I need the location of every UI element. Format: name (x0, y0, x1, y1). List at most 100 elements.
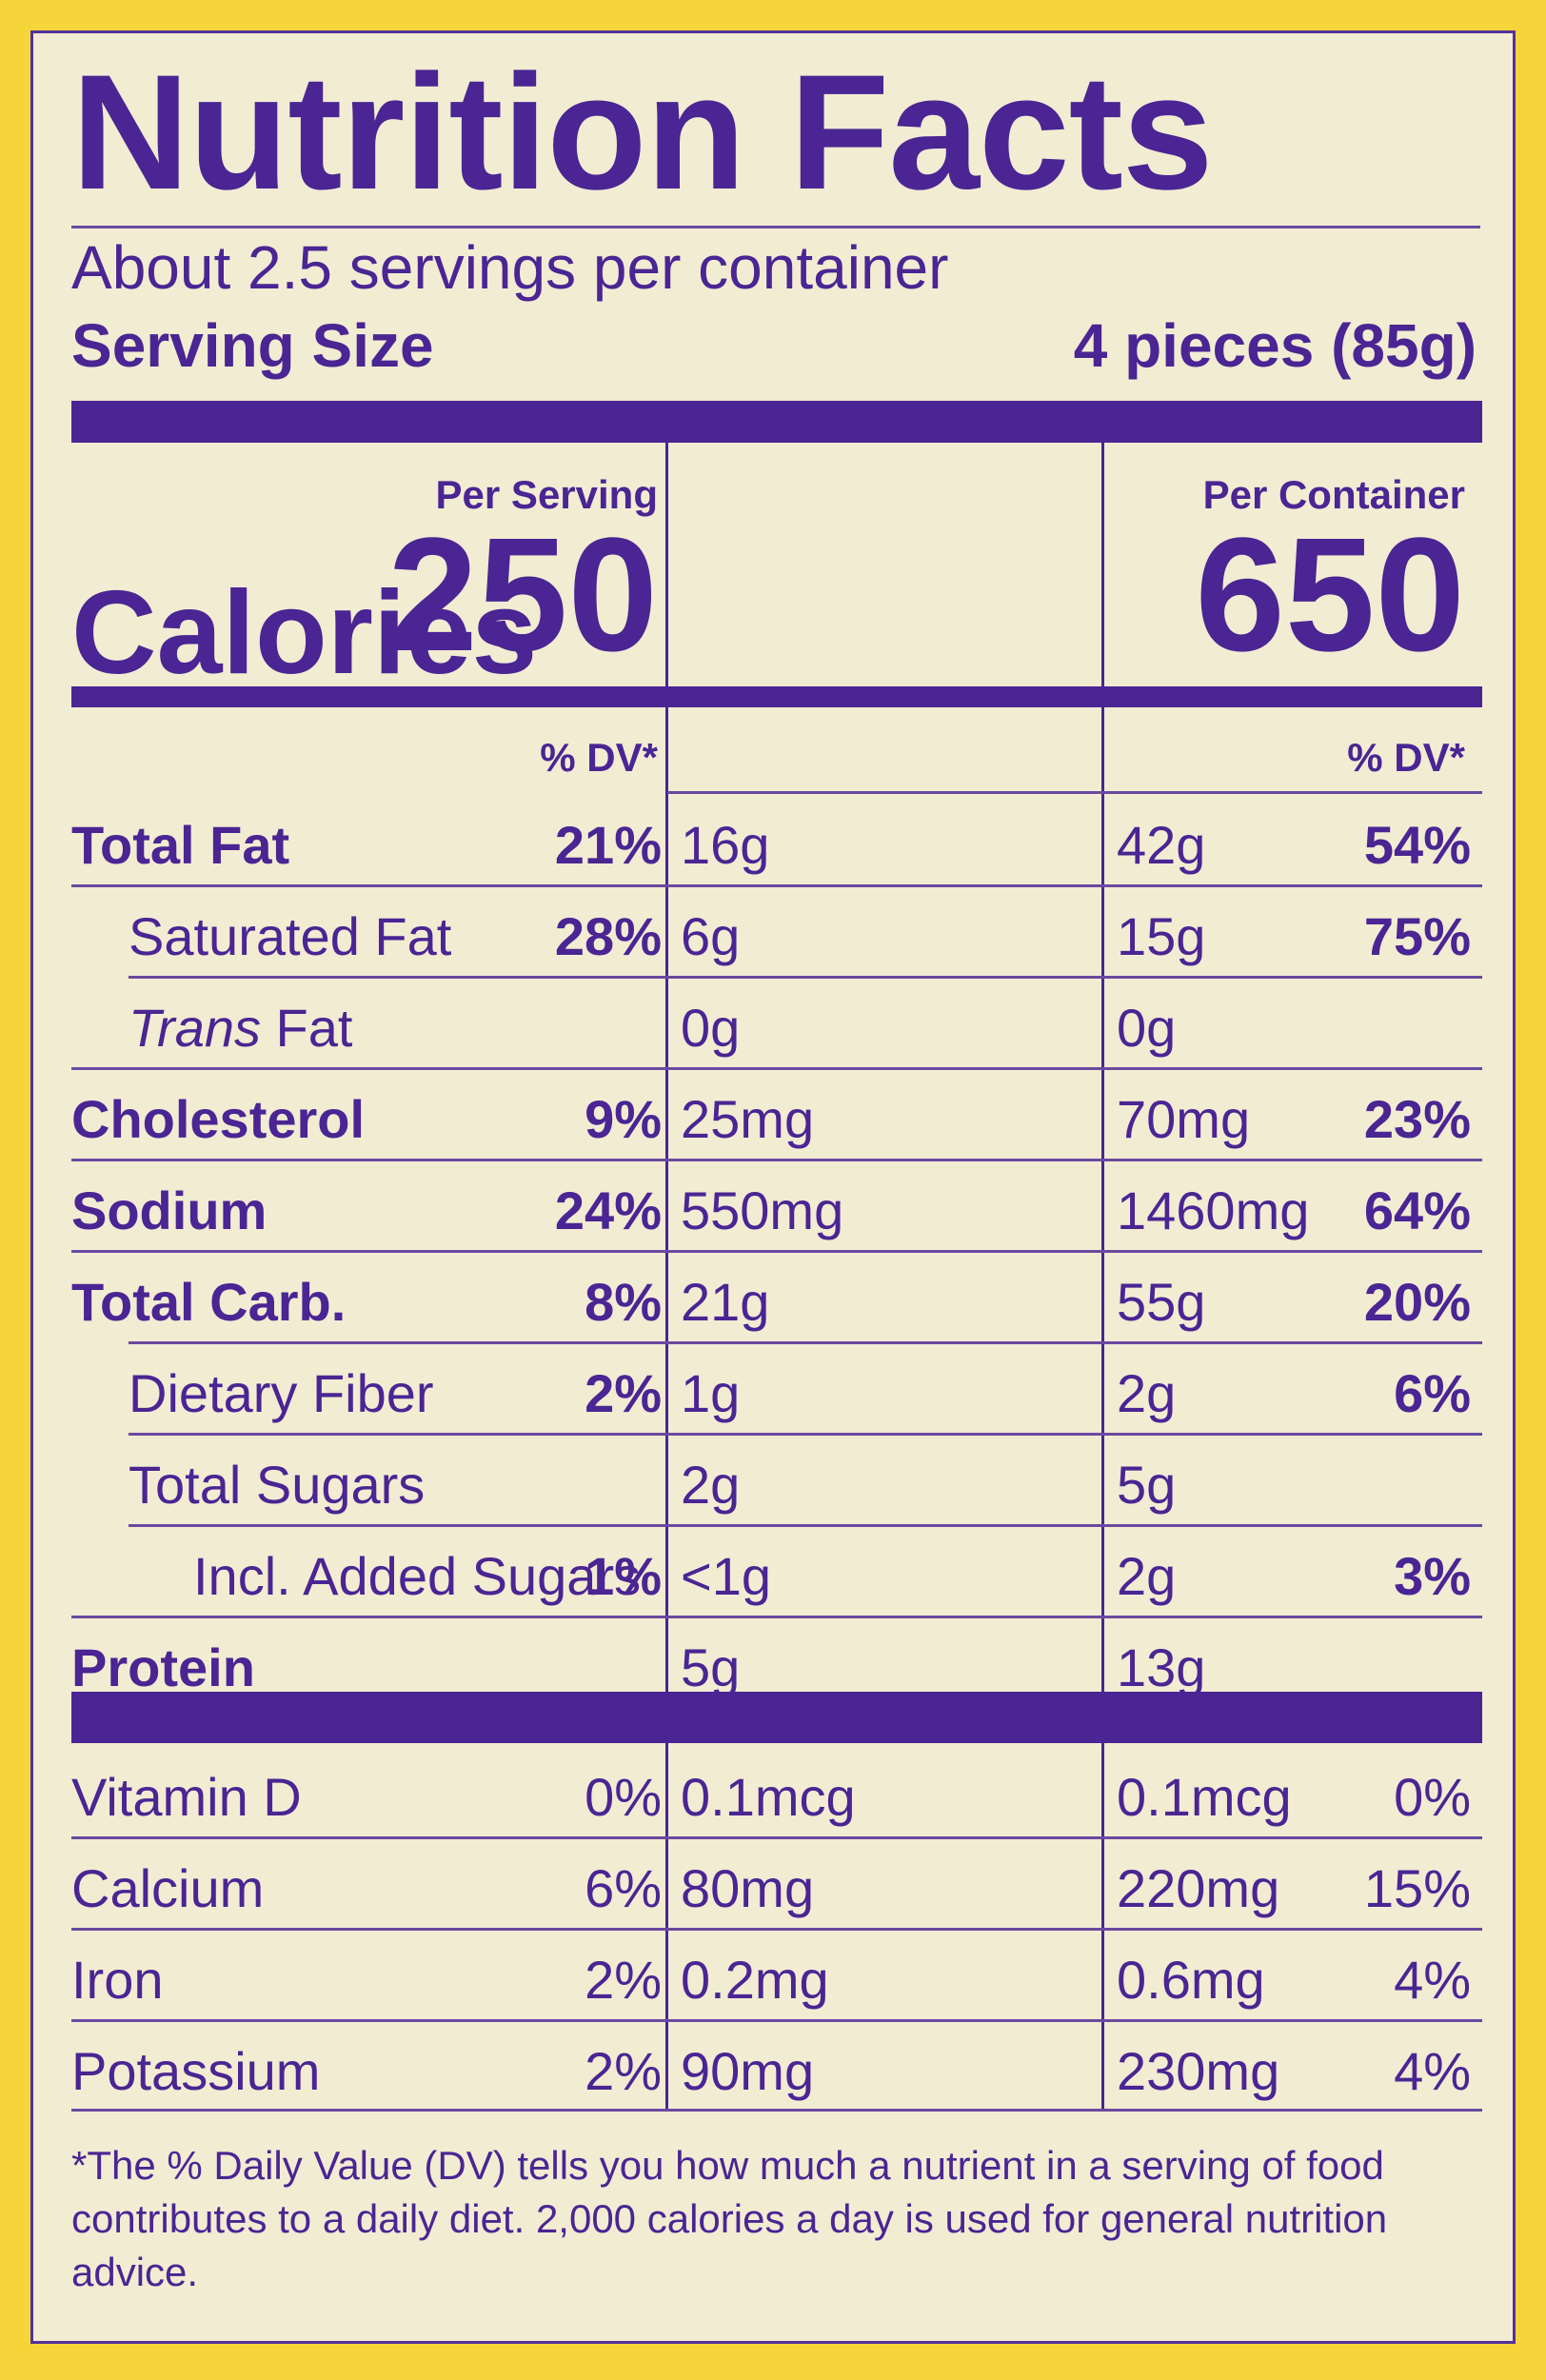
serving-amount: 0.1mcg (681, 1767, 856, 1827)
serving-amount: 5g (681, 1637, 741, 1697)
container-dv: 64% (1363, 1180, 1471, 1240)
calories-per-container: 650 (1195, 505, 1465, 685)
vitamin-row: Calcium 80mg 6% 220mg 15% (33, 1838, 1518, 1930)
nutrient-name: Saturated Fat (129, 906, 452, 966)
nutrient-row: Sodium 550mg 24% 1460mg 64% (33, 1160, 1518, 1252)
container-amount: 0.6mg (1117, 1950, 1265, 2010)
row-divider (71, 1616, 1482, 1618)
serving-dv: 28% (554, 906, 662, 966)
thick-bar-vitamins (71, 1692, 1482, 1743)
nutrient-name: Cholesterol (71, 1089, 366, 1149)
serving-dv: 21% (554, 815, 662, 875)
serving-amount: 2g (681, 1455, 741, 1515)
serving-amount: 0.2mg (681, 1950, 829, 2010)
serving-dv: 8% (585, 1272, 662, 1332)
row-divider (71, 1928, 1482, 1931)
serving-amount: <1g (681, 1546, 771, 1606)
nutrient-name: Total Sugars (129, 1455, 426, 1515)
serving-dv: 0% (585, 1767, 662, 1827)
nutrient-row: Saturated Fat 6g 28% 15g 75% (33, 886, 1518, 978)
divider (667, 791, 1482, 794)
serving-amount: 0g (681, 998, 741, 1058)
container-dv: 20% (1363, 1272, 1471, 1332)
nutrient-row: Total Carb. 21g 8% 55g 20% (33, 1252, 1518, 1343)
row-divider (71, 884, 1482, 887)
nutrient-row: Dietary Fiber 1g 2% 2g 6% (33, 1343, 1518, 1435)
servings-per-container: About 2.5 servings per container (71, 233, 949, 302)
serving-dv: 2% (585, 2041, 662, 2101)
footnote: *The % Daily Value (DV) tells you how mu… (71, 2143, 1388, 2294)
vitamin-row: Potassium 90mg 2% 230mg 4% (33, 2021, 1518, 2112)
row-divider (71, 1067, 1482, 1070)
container-amount: 55g (1117, 1272, 1206, 1332)
row-divider (129, 976, 1482, 979)
container-dv: 75% (1363, 906, 1471, 966)
dv-header-container: % DV* (1347, 735, 1465, 780)
nutrient-name: Sodium (71, 1180, 268, 1240)
vitamin-name: Potassium (71, 2041, 321, 2101)
container-dv: 3% (1394, 1546, 1471, 1606)
container-amount: 13g (1117, 1637, 1206, 1697)
nutrient-name: Incl. Added Sugars (193, 1546, 642, 1606)
row-divider (71, 1159, 1482, 1161)
serving-dv: 9% (585, 1089, 662, 1149)
serving-dv: 1% (585, 1546, 662, 1606)
divider (71, 226, 1480, 228)
nutrient-name: Total Fat (71, 815, 290, 875)
per-container-label: Per Container (1202, 472, 1465, 517)
serving-amount: 16g (681, 815, 770, 875)
row-divider (71, 1836, 1482, 1839)
vitamin-row: Vitamin D 0.1mcg 0% 0.1mcg 0% (33, 1747, 1518, 1838)
vitamin-row: Iron 0.2mg 2% 0.6mg 4% (33, 1930, 1518, 2021)
column-divider-right (1101, 443, 1104, 2111)
row-divider (129, 1341, 1482, 1344)
serving-size-label: Serving Size (71, 311, 434, 380)
nutrient-row: Incl. Added Sugars <1g 1% 2g 3% (33, 1526, 1518, 1617)
row-divider (129, 1433, 1482, 1436)
container-dv: 6% (1394, 1363, 1471, 1423)
nutrient-name: Protein (71, 1637, 255, 1697)
container-amount: 0.1mcg (1117, 1767, 1292, 1827)
row-divider (71, 2019, 1482, 2022)
vitamin-name: Vitamin D (71, 1767, 302, 1827)
serving-amount: 25mg (681, 1089, 815, 1149)
vitamin-name: Calcium (71, 1858, 265, 1918)
nutrient-row: Protein 5g 13g (33, 1617, 1518, 1709)
calories-label: Calories (71, 567, 538, 699)
thick-bar (71, 401, 1482, 443)
container-amount: 230mg (1117, 2041, 1280, 2101)
serving-amount: 6g (681, 906, 741, 966)
serving-dv: 2% (585, 1950, 662, 2010)
container-amount: 15g (1117, 906, 1206, 966)
container-amount: 5g (1117, 1455, 1177, 1515)
nutrient-name: Trans Fat (129, 999, 352, 1058)
serving-dv: 6% (585, 1858, 662, 1918)
nutrient-name-rest: Fat (261, 998, 353, 1058)
serving-dv: 24% (554, 1180, 662, 1240)
container-amount: 2g (1117, 1546, 1177, 1606)
label-title: Nutrition Facts (71, 41, 1214, 224)
container-dv: 0% (1394, 1767, 1471, 1827)
container-amount: 42g (1117, 815, 1206, 875)
container-amount: 220mg (1117, 1858, 1280, 1918)
container-amount: 70mg (1117, 1089, 1251, 1149)
container-dv: 15% (1363, 1858, 1471, 1918)
container-amount: 0g (1117, 998, 1177, 1058)
nutrition-facts-label: Nutrition Facts About 2.5 servings per c… (30, 30, 1516, 2344)
thick-bar-calories (71, 686, 1482, 707)
serving-amount: 21g (681, 1272, 770, 1332)
nutrient-row: Trans Fat 0g 0g (33, 978, 1518, 1069)
container-dv: 54% (1363, 815, 1471, 875)
serving-size-value: 4 pieces (85g) (1073, 311, 1477, 380)
container-dv: 4% (1394, 1950, 1471, 2010)
nutrient-row: Cholesterol 25mg 9% 70mg 23% (33, 1069, 1518, 1160)
nutrient-name: Dietary Fiber (129, 1363, 434, 1423)
container-dv: 23% (1363, 1089, 1471, 1149)
dv-header-serving: % DV* (540, 735, 658, 780)
column-divider-left (665, 443, 668, 2111)
serving-dv: 2% (585, 1363, 662, 1423)
container-amount: 1460mg (1117, 1180, 1310, 1240)
nutrient-name-italic: Trans (129, 998, 261, 1058)
container-amount: 2g (1117, 1363, 1177, 1423)
nutrient-row: Total Fat 16g 21% 42g 54% (33, 795, 1518, 886)
